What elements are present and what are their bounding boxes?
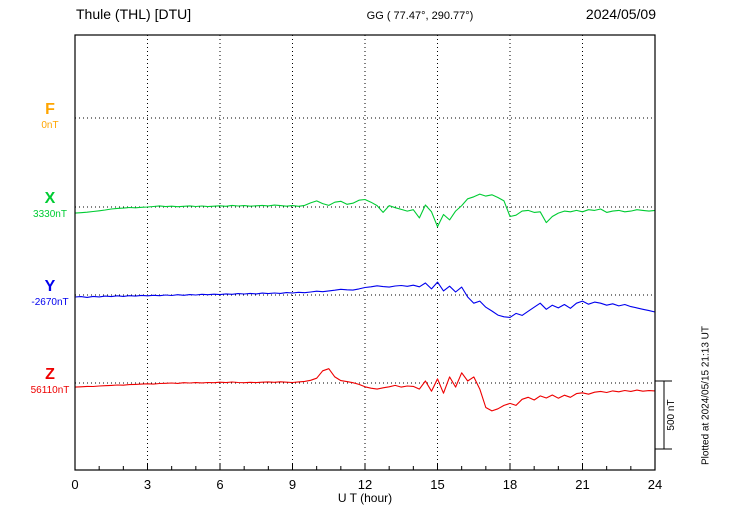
x-tick-label: 0 <box>71 477 78 492</box>
x-tick-label: 15 <box>430 477 444 492</box>
series-block-Z: Z 56110nT <box>22 367 78 396</box>
x-tick-label: 18 <box>503 477 517 492</box>
geographic-coordinates: GG ( 77.47°, 290.77°) <box>366 10 474 22</box>
series-baseline-Z: 56110nT <box>30 385 70 396</box>
series-baseline-X: 3330nT <box>33 209 67 220</box>
series-label-F: F <box>45 101 55 118</box>
plot-border <box>74 34 656 471</box>
trace-Y <box>74 281 656 318</box>
trace-X <box>74 193 656 228</box>
series-label-Z: Z <box>45 366 55 383</box>
series-label-X: X <box>44 190 56 207</box>
x-tick-label: 12 <box>358 477 372 492</box>
series-block-X: X 3330nT <box>22 191 78 220</box>
series-block-Y: Y -2670nT <box>22 279 78 308</box>
x-tick-label: 6 <box>216 477 223 492</box>
observation-date: 2024/05/09 <box>585 6 656 22</box>
x-axis-label: U T (hour) <box>337 491 393 505</box>
x-tick-label: 21 <box>575 477 589 492</box>
series-label-Y: Y <box>44 278 56 295</box>
x-tick-label: 24 <box>648 477 662 492</box>
plotted-at-note: Plotted at 2024/05/15 21:13 UT <box>700 326 712 465</box>
series-baseline-Y: -2670nT <box>31 297 69 308</box>
x-tick-label: 3 <box>144 477 151 492</box>
scale-bar-label: 500 nT <box>666 399 677 431</box>
station-title: Thule (THL) [DTU] <box>76 6 192 22</box>
x-tick-label: 9 <box>289 477 296 492</box>
series-baseline-F: 0nT <box>41 120 59 131</box>
trace-Z <box>74 368 656 412</box>
series-block-F: F 0nT <box>22 102 78 131</box>
